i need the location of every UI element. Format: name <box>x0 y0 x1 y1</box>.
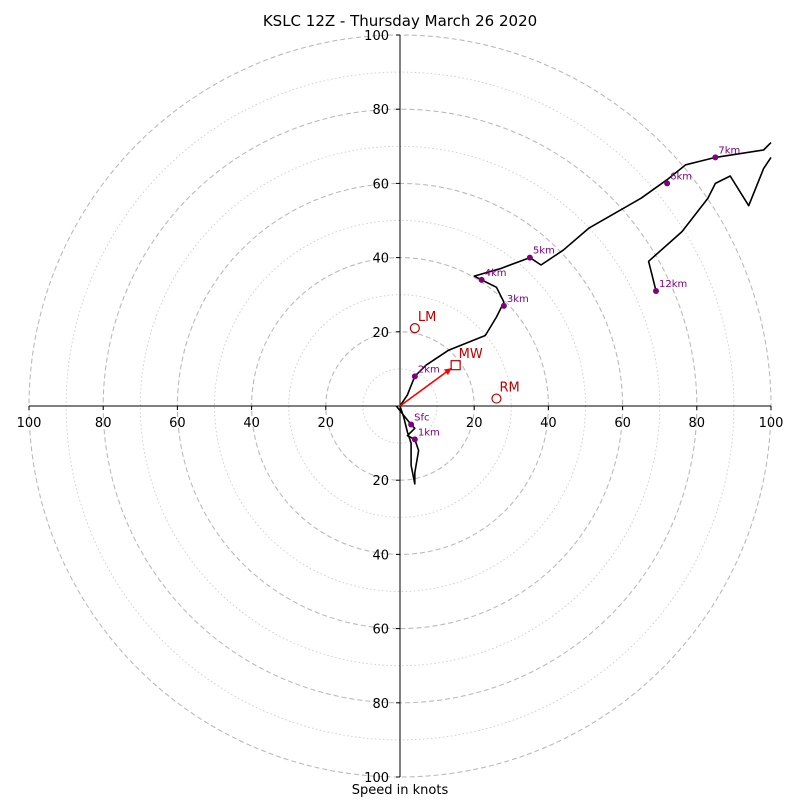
storm-label-MW: MW <box>459 347 483 362</box>
height-marker-Sfc <box>408 421 415 428</box>
x-axis-label: Speed in knots <box>351 783 449 798</box>
height-label-Sfc: Sfc <box>414 413 429 424</box>
y-tick-label: 80 <box>372 103 389 118</box>
storm-motion: LM MW RM <box>399 310 520 407</box>
height-label-12km: 12km <box>659 279 687 290</box>
hodograph-traces <box>395 142 772 485</box>
y-tick-label: 60 <box>372 623 389 638</box>
x-tick-label: 60 <box>614 416 631 431</box>
tick-labels: 100 100 80 80 60 60 40 40 20 20 20 20 40 40 60 60 80 80 10… <box>17 29 784 786</box>
y-tick-label: 20 <box>372 474 389 489</box>
height-markers: Sfc 1km 2km 3km 4km 5km 6km 7km 12km <box>408 145 740 443</box>
height-marker-5km <box>526 254 533 261</box>
storm-marker-MW <box>450 360 461 371</box>
height-marker-2km <box>411 373 418 380</box>
x-tick-label: 20 <box>318 416 335 431</box>
height-label-7km: 7km <box>718 145 740 156</box>
mean-wind-arrow <box>399 367 453 407</box>
x-tick-label: 100 <box>17 416 42 431</box>
x-tick-label: 80 <box>95 416 112 431</box>
x-tick-label: 60 <box>169 416 186 431</box>
chart-title: KSLC 12Z - Thursday March 26 2020 <box>262 12 538 30</box>
x-tick-label: 80 <box>689 416 706 431</box>
y-tick-label: 100 <box>364 771 389 786</box>
storm-marker-RM <box>491 393 502 404</box>
height-label-5km: 5km <box>533 246 555 257</box>
x-tick-label: 100 <box>759 416 784 431</box>
height-marker-4km <box>478 276 485 283</box>
x-tick-label: 40 <box>243 416 260 431</box>
height-label-4km: 4km <box>485 268 507 279</box>
height-marker-6km <box>664 180 671 187</box>
x-tick-label: 20 <box>466 416 483 431</box>
storm-marker-LM <box>409 322 420 334</box>
hodograph-line <box>395 142 772 485</box>
y-tick-label: 20 <box>372 326 389 341</box>
y-tick-label: 60 <box>372 177 389 192</box>
y-tick-label: 80 <box>372 697 389 712</box>
height-label-6km: 6km <box>670 171 692 182</box>
y-tick-label: 40 <box>372 548 389 563</box>
height-label-3km: 3km <box>507 294 529 305</box>
y-tick-label: 100 <box>364 29 389 44</box>
hodograph-upper-line <box>647 156 772 292</box>
mean-wind-arrowhead <box>443 368 452 376</box>
storm-label-LM: LM <box>418 310 436 325</box>
storm-label-RM: RM <box>499 381 519 396</box>
height-label-2km: 2km <box>418 364 440 375</box>
height-marker-12km <box>652 287 659 294</box>
y-tick-label: 40 <box>372 252 389 267</box>
height-marker-3km <box>500 302 507 309</box>
height-marker-7km <box>712 154 719 161</box>
x-tick-label: 40 <box>540 416 557 431</box>
height-label-1km: 1km <box>418 427 440 438</box>
height-marker-1km <box>411 436 418 443</box>
